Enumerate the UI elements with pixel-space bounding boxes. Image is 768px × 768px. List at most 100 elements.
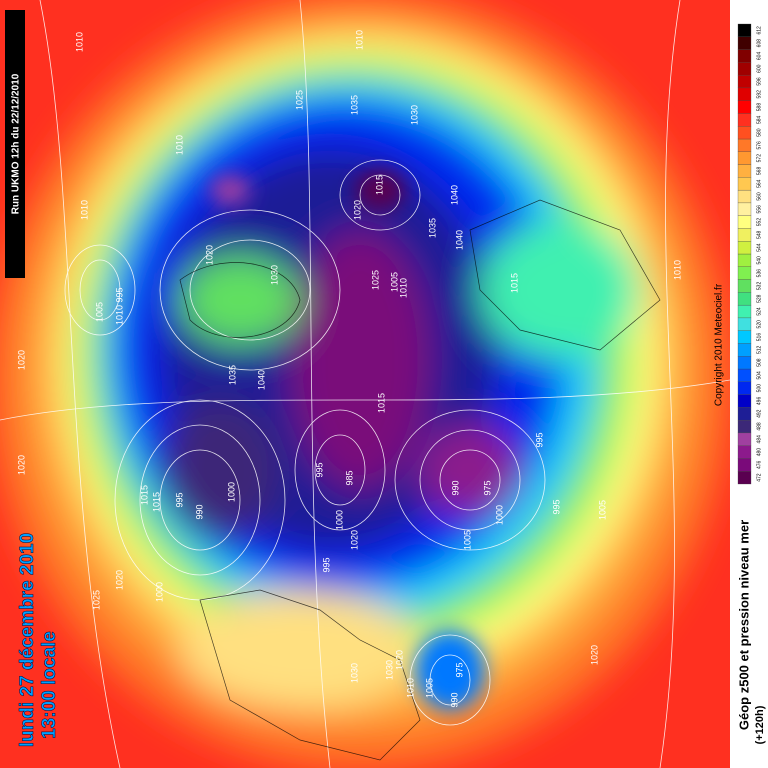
legend-title: Géop z500 et pression niveau mer	[736, 520, 751, 730]
isobar-label: 1030	[269, 265, 279, 285]
scale-cell	[737, 432, 752, 446]
run-label-box: Run UKMO 12h du 22/12/2010	[5, 10, 25, 278]
isobar-label: 990	[450, 480, 460, 495]
isobar-label: 1025	[294, 90, 304, 110]
run-label: Run UKMO 12h du 22/12/2010	[11, 73, 22, 214]
scale-cell	[737, 49, 752, 63]
isobar-label: 995	[534, 432, 544, 447]
scale-label: 508	[756, 358, 762, 367]
scale-label: 572	[756, 154, 762, 163]
isobar-label: 1005	[94, 302, 104, 322]
isobar-label: 1020	[114, 570, 124, 590]
scale-label: 476	[756, 460, 762, 469]
scale-cell	[737, 138, 752, 152]
isobar-label: 1005	[389, 272, 399, 292]
scale-cell	[737, 292, 752, 306]
isobar-label: 1000	[154, 582, 164, 602]
isobar-label: 995	[314, 462, 324, 477]
scale-label: 524	[756, 307, 762, 316]
scale-label: 564	[756, 179, 762, 188]
scale-cell	[737, 215, 752, 229]
scale-label: 540	[756, 256, 762, 265]
scale-label: 496	[756, 397, 762, 406]
isobar-label: 1010	[174, 135, 184, 155]
scale-label: 504	[756, 371, 762, 380]
isobar-label: 995	[114, 287, 124, 302]
isobar-label: 1040	[449, 185, 459, 205]
isobar-label: 1005	[462, 530, 472, 550]
isobar-label: 1000	[494, 505, 504, 525]
copyright: Copyright 2010 Meteociel.fr	[714, 283, 725, 406]
scale-label: 612	[756, 26, 762, 35]
scale-cell	[737, 126, 752, 140]
scale-label: 552	[756, 218, 762, 227]
isobar-label: 1010	[405, 678, 415, 698]
scale-cell	[737, 202, 752, 216]
isobar-label: 1020	[394, 650, 404, 670]
scale-cell	[737, 407, 752, 421]
isobar-label: 990	[194, 504, 204, 519]
scale-label: 588	[756, 103, 762, 112]
scale-cell	[737, 330, 752, 344]
isobar-label: 1030	[384, 660, 394, 680]
isobar-label: 1020	[589, 645, 599, 665]
isobar-label: 1010	[79, 200, 89, 220]
scale-label: 516	[756, 333, 762, 342]
isobar-label: 975	[482, 480, 492, 495]
scale-label: 608	[756, 39, 762, 48]
isobar-label: 1015	[374, 175, 384, 195]
scale-cell	[737, 151, 752, 165]
isobar-label: 1040	[256, 370, 266, 390]
scale-label: 604	[756, 52, 762, 61]
scale-cell	[737, 177, 752, 191]
scale-cell	[737, 87, 752, 101]
scale-label: 492	[756, 409, 762, 418]
scale-cell	[737, 164, 752, 178]
scale-cell	[737, 266, 752, 280]
scale-label: 480	[756, 448, 762, 457]
isobar-label: 1000	[226, 482, 236, 502]
scale-cell	[737, 394, 752, 408]
scale-cell	[737, 253, 752, 267]
date-label: lundi 27 décembre 2010	[17, 533, 38, 747]
isobar-label: 1010	[398, 278, 408, 298]
scale-cell	[737, 458, 752, 472]
scale-cell	[737, 317, 752, 331]
map	[0, 0, 731, 768]
scale-cell	[737, 368, 752, 382]
isobar-label: 995	[551, 499, 561, 514]
isobar-label: 1025	[91, 590, 101, 610]
scale-cell	[737, 23, 752, 37]
isobar-label: 1020	[204, 245, 214, 265]
isobar-label: 1000	[334, 510, 344, 530]
scale-label: 528	[756, 294, 762, 303]
isobar-label: 975	[454, 662, 464, 677]
scale-cell	[737, 304, 752, 319]
isobar-label: 1015	[139, 485, 149, 505]
scale-label: 600	[756, 64, 762, 73]
isobar-label: 995	[321, 557, 331, 572]
scale-cell	[737, 241, 752, 255]
scale-cell	[737, 445, 752, 459]
isobar-label: 1010	[114, 305, 124, 325]
scale-cell	[737, 36, 752, 50]
isobar-label: 1040	[454, 230, 464, 250]
scale-label: 512	[756, 345, 762, 354]
isobar-label: 1030	[349, 663, 359, 683]
isobar-label: 985	[344, 470, 354, 485]
isobar-label: 1020	[349, 530, 359, 550]
scale-label: 576	[756, 141, 762, 150]
isobar-label: 1035	[227, 365, 237, 385]
isobar-label: 1025	[370, 270, 380, 290]
scale-label: 536	[756, 269, 762, 278]
scale-label: 532	[756, 282, 762, 291]
scale-cell	[737, 419, 752, 434]
isobar-label: 1005	[597, 500, 607, 520]
scale-label: 484	[756, 435, 762, 444]
scale-cell	[737, 113, 752, 127]
time-label: 13:00 locale	[39, 631, 60, 739]
isobar-label: 1005	[424, 678, 434, 698]
isobar-label: 1010	[354, 30, 364, 50]
scale-cell	[737, 356, 752, 370]
